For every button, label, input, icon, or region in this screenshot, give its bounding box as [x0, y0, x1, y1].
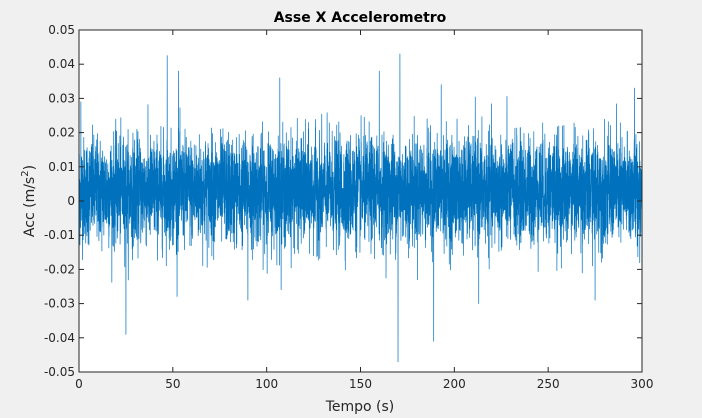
x-tick-label: 250: [537, 377, 560, 391]
x-axis-label: Tempo (s): [325, 399, 395, 415]
y-tick-label: -0.04: [44, 331, 75, 345]
y-tick-label: 0.03: [48, 91, 75, 105]
chart-title: Asse X Accelerometro: [274, 10, 447, 26]
y-tick-label: -0.01: [44, 228, 75, 242]
y-tick-label: 0: [67, 194, 75, 208]
y-axis: -0.05 -0.04 -0.03 -0.02 -0.01 0 0.01 0.02 0.03 0.…: [44, 23, 642, 379]
y-tick-label: 0.04: [48, 57, 75, 71]
y-axis-label-superscript: 2: [20, 170, 31, 176]
x-tick-label: 300: [631, 377, 654, 391]
x-tick-label: 200: [443, 377, 466, 391]
series-line: [78, 53, 643, 363]
x-axis: 0 50 100 150 200 250 300: [75, 30, 653, 391]
y-axis-label-close: ): [22, 165, 38, 170]
y-tick-label: -0.03: [44, 297, 75, 311]
y-axis-label-main: Acc (m/s: [22, 177, 38, 237]
y-axis-label: Acc (m/s2): [20, 165, 38, 237]
x-tick-label: 100: [255, 377, 278, 391]
y-tick-label: 0.02: [48, 126, 75, 140]
x-tick-label: 0: [75, 377, 83, 391]
y-tick-label: -0.05: [44, 365, 75, 379]
y-tick-label: 0.05: [48, 23, 75, 37]
y-tick-label: -0.02: [44, 262, 75, 276]
series-acc-x: [78, 53, 643, 363]
x-tick-label: 150: [349, 377, 372, 391]
x-tick-label: 50: [165, 377, 180, 391]
y-tick-label: 0.01: [48, 160, 75, 174]
